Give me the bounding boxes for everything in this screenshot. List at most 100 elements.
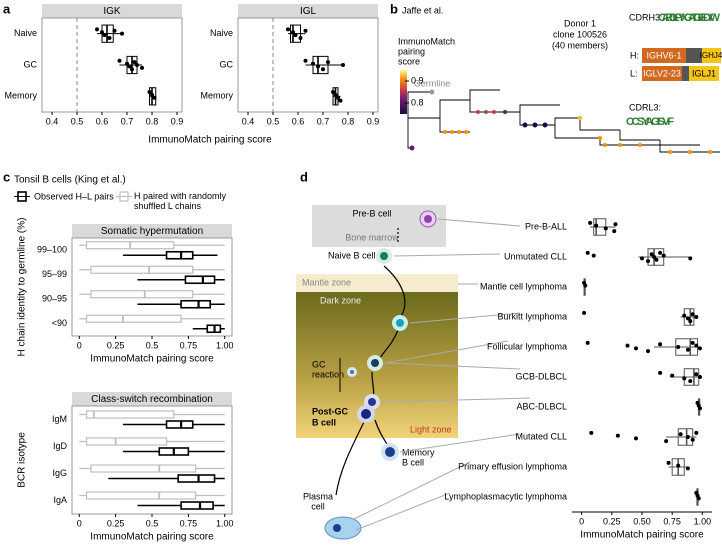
- box: [290, 24, 301, 43]
- x-tick-label: 0.4: [242, 116, 255, 126]
- panel-label: d: [300, 169, 308, 184]
- point: [694, 315, 699, 319]
- panel-label: c: [3, 169, 10, 184]
- point: [107, 35, 112, 40]
- point: [694, 343, 699, 348]
- label: GC: [312, 359, 326, 369]
- x-tick-label: 1.00: [216, 518, 234, 528]
- point: [646, 349, 651, 354]
- x-tick-label: 0.75: [180, 340, 198, 350]
- connectors: [351, 218, 531, 531]
- label: Pre-B cell: [352, 208, 391, 218]
- y-tick-label: Burkitt lymphoma: [497, 311, 567, 321]
- point: [696, 496, 701, 501]
- point: [697, 375, 702, 379]
- strip-label: Somatic hypermutation: [101, 226, 203, 237]
- x-tick-label: 0: [579, 516, 584, 526]
- box: [177, 474, 216, 483]
- y-tick-label: ABC-DLBCL: [516, 401, 567, 411]
- x-tick-label: 0: [77, 518, 82, 528]
- y-tick-label: Naive: [14, 28, 37, 38]
- y-tick-label: 90–95: [42, 294, 67, 304]
- point: [316, 64, 320, 69]
- box: [165, 420, 194, 429]
- point: [652, 255, 657, 259]
- point: [682, 313, 687, 318]
- x-tick-label: 0.25: [107, 518, 125, 528]
- box: [180, 299, 211, 309]
- point: [311, 61, 315, 66]
- y-tick-label: Follicular lymphoma: [487, 341, 567, 351]
- colorbar-title: pairing: [398, 46, 425, 56]
- label: Mantle zone: [302, 277, 351, 287]
- point: [682, 376, 687, 381]
- point: [582, 310, 587, 315]
- point: [303, 28, 308, 33]
- y-tick-label: GC: [24, 59, 38, 69]
- point: [135, 63, 139, 67]
- point: [646, 259, 651, 264]
- arrows: [335, 228, 406, 496]
- point: [690, 340, 695, 345]
- point: [658, 342, 663, 347]
- colorbar-title: score: [398, 56, 420, 66]
- point: [649, 252, 654, 257]
- point: [100, 30, 104, 35]
- point: [685, 435, 690, 439]
- y-tick-label: IgM: [52, 414, 67, 424]
- point: [658, 250, 663, 255]
- point: [688, 319, 693, 324]
- cdrl3-logo: CCSYAGISVF: [626, 116, 674, 128]
- point: [697, 406, 702, 411]
- point: [585, 340, 590, 345]
- point: [625, 343, 630, 348]
- point: [633, 346, 638, 351]
- box: [677, 428, 694, 446]
- point: [95, 27, 99, 32]
- gene-segment: [686, 48, 702, 63]
- y-tick-label: GC: [220, 59, 234, 69]
- gene-label: IGLJ1: [692, 68, 716, 78]
- y-axis-label: BCR isotype: [17, 432, 28, 488]
- point: [591, 253, 596, 258]
- y-tick-label: IgA: [53, 495, 67, 505]
- point: [688, 256, 693, 261]
- colorbar: [400, 70, 407, 114]
- point: [688, 379, 693, 384]
- x-tick-label: 0.5: [267, 116, 280, 126]
- gene-segment: [642, 48, 686, 63]
- point: [678, 432, 683, 437]
- x-tick-label: 0.6: [292, 116, 305, 126]
- point: [658, 370, 663, 375]
- x-tick-label: 1.00: [694, 516, 712, 526]
- panel-frame: [237, 17, 379, 113]
- clone-label: Donor 1: [564, 18, 596, 28]
- point: [130, 67, 134, 72]
- point: [654, 257, 659, 262]
- y-tick-label: Mantle cell lymphoma: [480, 281, 567, 291]
- point: [117, 58, 122, 63]
- point: [120, 31, 124, 36]
- y-tick-label: Pre-B-ALL: [525, 221, 567, 231]
- source: Jaffe et al.: [402, 5, 443, 15]
- y-tick-label: 99–100: [37, 245, 67, 255]
- label: B cell: [402, 457, 424, 467]
- point: [633, 436, 638, 441]
- point: [694, 430, 699, 435]
- point: [588, 220, 593, 225]
- point: [336, 95, 340, 100]
- x-tick-label: 0.6: [96, 116, 109, 126]
- y-tick-label: Memory: [200, 91, 233, 101]
- point: [333, 92, 338, 97]
- gene-segment: [689, 66, 719, 81]
- point: [585, 250, 590, 255]
- y-tick-label: Primary effusion lymphoma: [458, 461, 567, 471]
- label: Post-GC: [312, 406, 349, 416]
- strip: [238, 4, 378, 18]
- x-tick-label: 0.9: [367, 116, 380, 126]
- point: [640, 256, 644, 261]
- gene-label: IGHJ4: [700, 51, 722, 60]
- clone-label: (40 members): [552, 40, 608, 50]
- label: Memory: [402, 447, 435, 457]
